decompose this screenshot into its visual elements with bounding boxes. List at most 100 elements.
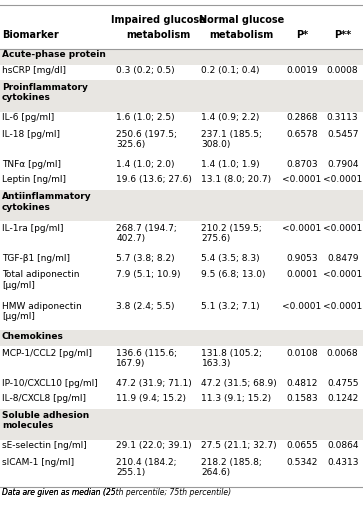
Text: 0.3 (0.2; 0.5): 0.3 (0.2; 0.5) [116, 66, 175, 75]
Text: 11.3 (9.1; 15.2): 11.3 (9.1; 15.2) [201, 394, 272, 403]
Text: 19.6 (13.6; 27.6): 19.6 (13.6; 27.6) [116, 175, 192, 184]
Text: Soluble adhesion
molecules: Soluble adhesion molecules [2, 411, 89, 430]
Text: Proinflammatory
cytokines: Proinflammatory cytokines [2, 83, 88, 102]
Text: 0.1242: 0.1242 [327, 394, 358, 403]
Text: 268.7 (194.7;
402.7): 268.7 (194.7; 402.7) [116, 223, 177, 243]
Text: <0.0001: <0.0001 [282, 301, 322, 311]
Text: 0.4313: 0.4313 [327, 458, 358, 467]
Bar [0, 346, 363, 377]
Text: 0.4755: 0.4755 [327, 379, 358, 387]
Bar [0, 111, 363, 127]
Text: 1.6 (1.0; 2.5): 1.6 (1.0; 2.5) [116, 113, 175, 122]
Text: 1.4 (0.9; 2.2): 1.4 (0.9; 2.2) [201, 113, 260, 122]
Text: <0.0001: <0.0001 [323, 270, 362, 280]
Bar [0, 331, 363, 346]
Text: 29.1 (22.0; 39.1): 29.1 (22.0; 39.1) [116, 441, 192, 450]
Bar [0, 268, 363, 299]
Text: 0.8703: 0.8703 [286, 160, 318, 169]
Text: sE-selectin [ng/ml]: sE-selectin [ng/ml] [2, 441, 86, 450]
Text: 0.6578: 0.6578 [286, 130, 318, 138]
Text: 0.1583: 0.1583 [286, 394, 318, 403]
Text: 237.1 (185.5;
308.0): 237.1 (185.5; 308.0) [201, 130, 262, 149]
Text: 47.2 (31.9; 71.1): 47.2 (31.9; 71.1) [116, 379, 192, 387]
Bar [0, 49, 363, 65]
Bar [0, 299, 363, 331]
Text: 0.0108: 0.0108 [286, 349, 318, 358]
Text: P**: P** [334, 30, 351, 40]
Text: 13.1 (8.0; 20.7): 13.1 (8.0; 20.7) [201, 175, 272, 184]
Text: P*: P* [296, 30, 308, 40]
Text: 0.5457: 0.5457 [327, 130, 358, 138]
Text: 0.0068: 0.0068 [327, 349, 359, 358]
Bar [0, 221, 363, 252]
Text: HMW adiponectin
[µg/ml]: HMW adiponectin [µg/ml] [2, 301, 82, 321]
Text: 5.4 (3.5; 8.3): 5.4 (3.5; 8.3) [201, 253, 260, 263]
Text: IL-1ra [pg/ml]: IL-1ra [pg/ml] [2, 223, 63, 233]
Text: 0.0864: 0.0864 [327, 441, 358, 450]
Text: 0.7904: 0.7904 [327, 160, 358, 169]
Bar [0, 393, 363, 409]
Text: 0.0019: 0.0019 [286, 66, 318, 75]
Text: <0.0001: <0.0001 [282, 223, 322, 233]
Text: Antiinflammatory
cytokines: Antiinflammatory cytokines [2, 192, 91, 212]
Text: Biomarker: Biomarker [2, 30, 58, 40]
Text: <0.0001: <0.0001 [323, 223, 362, 233]
Text: sICAM-1 [ng/ml]: sICAM-1 [ng/ml] [2, 458, 74, 467]
Text: Acute-phase protein: Acute-phase protein [2, 50, 106, 59]
Bar [0, 190, 363, 221]
Text: <0.0001: <0.0001 [282, 175, 322, 184]
Bar [0, 158, 363, 174]
Text: 5.1 (3.2; 7.1): 5.1 (3.2; 7.1) [201, 301, 260, 311]
Text: TGF-β1 [ng/ml]: TGF-β1 [ng/ml] [2, 253, 70, 263]
Text: MCP-1/CCL2 [pg/ml]: MCP-1/CCL2 [pg/ml] [2, 349, 92, 358]
Text: IL-6 [pg/ml]: IL-6 [pg/ml] [2, 113, 54, 122]
Text: Total adiponectin
[µg/ml]: Total adiponectin [µg/ml] [2, 270, 79, 290]
Text: 218.2 (185.8;
264.6): 218.2 (185.8; 264.6) [201, 458, 262, 477]
Text: 27.5 (21.1; 32.7): 27.5 (21.1; 32.7) [201, 441, 277, 450]
Text: 0.4812: 0.4812 [286, 379, 318, 387]
Text: 3.8 (2.4; 5.5): 3.8 (2.4; 5.5) [116, 301, 175, 311]
Text: 0.2868: 0.2868 [286, 113, 318, 122]
Text: 11.9 (9.4; 15.2): 11.9 (9.4; 15.2) [116, 394, 186, 403]
Text: 0.3113: 0.3113 [327, 113, 359, 122]
Bar [0, 127, 363, 158]
Text: IP-10/CXCL10 [pg/ml]: IP-10/CXCL10 [pg/ml] [2, 379, 98, 387]
Text: 210.2 (159.5;
275.6): 210.2 (159.5; 275.6) [201, 223, 262, 243]
Text: metabolism: metabolism [127, 30, 191, 40]
Text: 0.0655: 0.0655 [286, 441, 318, 450]
Text: <0.0001: <0.0001 [323, 175, 362, 184]
Bar [0, 174, 363, 190]
Text: IL-8/CXCL8 [pg/ml]: IL-8/CXCL8 [pg/ml] [2, 394, 86, 403]
Text: Leptin [ng/ml]: Leptin [ng/ml] [2, 175, 66, 184]
Text: IL-18 [pg/ml]: IL-18 [pg/ml] [2, 130, 60, 138]
Text: <0.0001: <0.0001 [323, 301, 362, 311]
Text: 250.6 (197.5;
325.6): 250.6 (197.5; 325.6) [116, 130, 177, 149]
Text: 0.5342: 0.5342 [286, 458, 318, 467]
Bar [0, 440, 363, 455]
Text: hsCRP [mg/dl]: hsCRP [mg/dl] [2, 66, 66, 75]
Bar [0, 252, 363, 268]
Text: Data are given as median (25th percentile; 75th percentile): Data are given as median (25th percentil… [2, 488, 231, 497]
Bar [0, 455, 363, 486]
Text: Impaired glucose: Impaired glucose [111, 15, 206, 25]
Text: 7.9 (5.1; 10.9): 7.9 (5.1; 10.9) [116, 270, 181, 280]
Text: 0.8479: 0.8479 [327, 253, 358, 263]
Bar [0, 80, 363, 111]
Text: 1.4 (1.0; 1.9): 1.4 (1.0; 1.9) [201, 160, 260, 169]
Text: 9.5 (6.8; 13.0): 9.5 (6.8; 13.0) [201, 270, 266, 280]
Text: 0.0008: 0.0008 [327, 66, 359, 75]
Bar [0, 409, 363, 440]
Bar [0, 65, 363, 80]
Text: 210.4 (184.2;
255.1): 210.4 (184.2; 255.1) [116, 458, 177, 477]
Text: 136.6 (115.6;
167.9): 136.6 (115.6; 167.9) [116, 349, 177, 368]
Text: metabolism: metabolism [209, 30, 273, 40]
Text: Chemokines: Chemokines [2, 332, 64, 341]
Text: 0.0001: 0.0001 [286, 270, 318, 280]
Text: Data are given as median (25: Data are given as median (25 [2, 488, 115, 497]
Text: 0.2 (0.1; 0.4): 0.2 (0.1; 0.4) [201, 66, 260, 75]
Text: 131.8 (105.2;
163.3): 131.8 (105.2; 163.3) [201, 349, 262, 368]
Text: 0.9053: 0.9053 [286, 253, 318, 263]
Bar [0, 377, 363, 393]
Text: TNFα [pg/ml]: TNFα [pg/ml] [2, 160, 61, 169]
Text: 47.2 (31.5; 68.9): 47.2 (31.5; 68.9) [201, 379, 277, 387]
